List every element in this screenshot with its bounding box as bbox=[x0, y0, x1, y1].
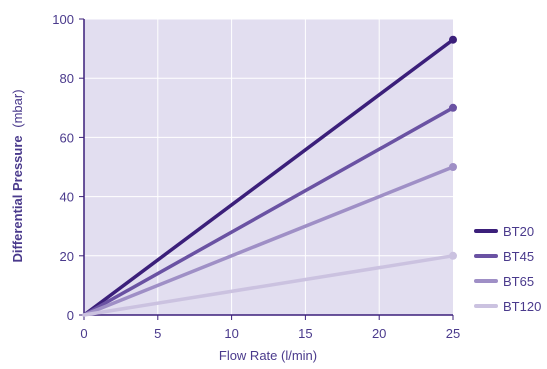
y-tick-label: 60 bbox=[60, 130, 74, 145]
y-axis-title: Differential Pressure (mbar) bbox=[10, 89, 25, 262]
y-axis-ticks: 0 20 40 60 80 100 bbox=[52, 12, 84, 323]
x-tick-label: 25 bbox=[446, 326, 460, 341]
legend-label-bt20: BT20 bbox=[503, 224, 534, 239]
series-line-bt65 bbox=[82, 165, 455, 317]
series-layer bbox=[82, 35, 457, 317]
x-tick-label: 20 bbox=[372, 326, 386, 341]
x-tick-label: 5 bbox=[154, 326, 161, 341]
y-tick-label: 20 bbox=[60, 249, 74, 264]
x-tick-label: 10 bbox=[224, 326, 238, 341]
data-point-bt20 bbox=[449, 35, 457, 44]
legend-label-bt65: BT65 bbox=[503, 274, 534, 289]
y-tick-label: 40 bbox=[60, 190, 74, 205]
legend-label-bt120: BT120 bbox=[503, 299, 541, 314]
data-point-bt45 bbox=[449, 103, 457, 112]
legend: BT20 BT45 BT65 BT120 bbox=[474, 224, 541, 314]
plot-area bbox=[83, 18, 453, 316]
series-line-bt20 bbox=[82, 37, 455, 317]
y-tick-label: 100 bbox=[52, 12, 74, 27]
series-line-bt45 bbox=[82, 106, 455, 317]
plot-background bbox=[84, 19, 453, 315]
data-point-bt65 bbox=[449, 163, 457, 171]
x-axis-ticks: 0 5 10 15 20 25 bbox=[80, 315, 460, 341]
y-tick-label: 80 bbox=[60, 71, 74, 86]
x-tick-label: 0 bbox=[80, 326, 87, 341]
y-axis-title-unit: (mbar) bbox=[10, 89, 25, 127]
y-tick-label: 0 bbox=[67, 308, 74, 323]
x-tick-label: 15 bbox=[298, 326, 312, 341]
series-line-bt120 bbox=[82, 254, 455, 317]
x-axis-title: Flow Rate (l/min) bbox=[219, 348, 317, 363]
data-point-bt120 bbox=[449, 251, 457, 260]
y-axis-title-bold: Differential Pressure bbox=[10, 135, 25, 262]
legend-label-bt45: BT45 bbox=[503, 249, 534, 264]
